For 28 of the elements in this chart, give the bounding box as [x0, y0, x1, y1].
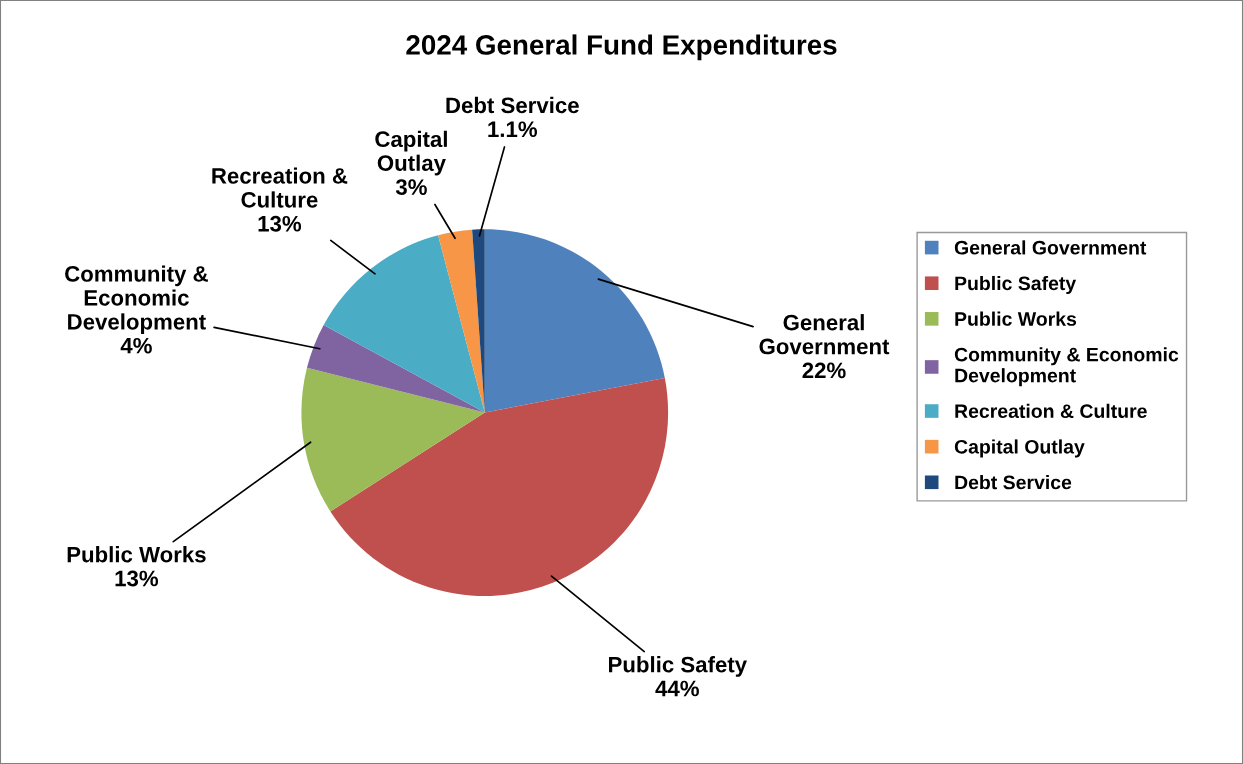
pie-slice: [301, 367, 485, 512]
data-label: 13%: [258, 215, 302, 232]
slice-label: Debt Service: [446, 96, 579, 114]
slice-label: General Government: [759, 314, 890, 355]
data-label: 22%: [802, 362, 846, 379]
pie-slice: [438, 229, 485, 413]
data-label: 3%: [395, 179, 427, 195]
data-label: 13%: [115, 570, 159, 587]
data-label: 4%: [120, 337, 152, 354]
legend-label: Capital Outlay: [954, 439, 1085, 458]
legend-label: Community & Economic Development: [954, 347, 1179, 387]
legend-label: General Government: [954, 240, 1147, 255]
slice-label: Public Safety: [609, 656, 747, 677]
pie-slice: [484, 229, 665, 413]
slice-label: Recreation & Culture: [212, 167, 348, 208]
pie-slice: [323, 235, 485, 413]
legend-label: Debt Service: [955, 475, 1072, 490]
pie-slice: [330, 377, 669, 596]
legend-label: Public Safety: [955, 275, 1077, 295]
pie-slice: [306, 325, 485, 413]
data-label: 1.1%: [488, 121, 538, 138]
slice-label: Public Works: [67, 546, 206, 563]
slice-label: Capital Outlay: [375, 130, 447, 176]
legend-label: Public Works: [955, 311, 1077, 326]
chart-title: 2024 General Fund Expenditures: [406, 34, 837, 61]
data-label: 44%: [655, 680, 699, 697]
legend-label: Recreation & Culture: [955, 403, 1147, 419]
slice-label: Community & Economic Development: [65, 265, 208, 335]
